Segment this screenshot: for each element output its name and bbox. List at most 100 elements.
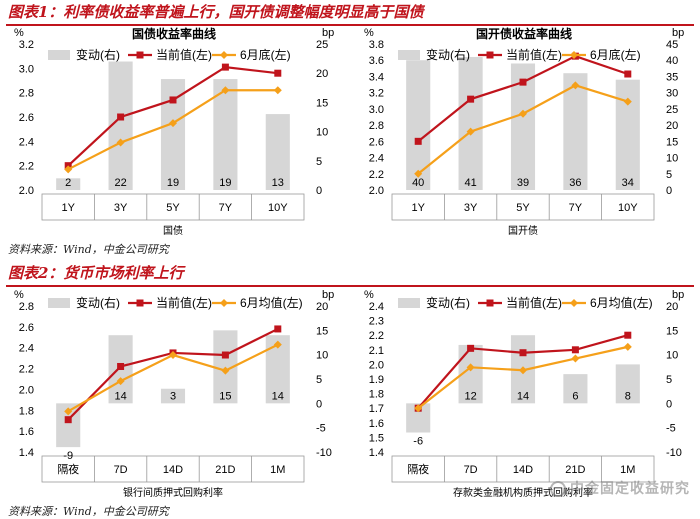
left-tick-label: 1.4 <box>369 447 384 459</box>
chart-title: 国开债收益率曲线 <box>476 26 572 41</box>
right-tick-label: 20 <box>666 120 678 132</box>
point-month-avg <box>64 407 73 416</box>
bar-change <box>615 79 640 190</box>
bar-change <box>213 79 238 190</box>
right-unit-label: bp <box>322 27 334 39</box>
point-month-avg <box>519 366 527 375</box>
right-tick-label: 20 <box>666 301 678 313</box>
left-unit-label: % <box>364 27 374 39</box>
bar-change <box>458 56 483 190</box>
right-tick-label: 45 <box>666 39 678 51</box>
legend-marker <box>486 51 494 59</box>
x-axis-label: 国债 <box>163 224 183 237</box>
category-label: 21D <box>215 464 235 476</box>
right-unit-label: bp <box>672 289 684 301</box>
right-tick-label: 5 <box>666 169 672 181</box>
chart-cdb: % bp 国开债收益率曲线 2.0 2.2 2.4 2.6 2.8 3.0 3.2 3.4 3.6 3.… <box>364 26 684 237</box>
left-tick-label: 1.4 <box>19 447 34 459</box>
legend-marker <box>136 51 144 59</box>
left-tick-label: 2.0 <box>19 185 34 197</box>
right-tick-label: 10 <box>666 350 678 362</box>
right-tick-label: 15 <box>666 325 678 337</box>
category-label: 3Y <box>464 202 478 214</box>
left-tick-label: 2.1 <box>369 345 384 357</box>
figure1-title-rule <box>6 24 694 26</box>
left-tick-label: 3.2 <box>369 88 384 100</box>
bar-data-label: 14 <box>517 390 529 402</box>
bar-data-label: 3 <box>170 390 176 402</box>
left-tick-label: 1.8 <box>369 389 384 401</box>
right-tick-label: 5 <box>666 374 672 386</box>
figure1-source: 资料来源：Wind，中金公司研究 <box>8 243 169 256</box>
left-tick-label: 1.6 <box>19 426 34 438</box>
right-unit-label: bp <box>672 27 684 39</box>
line-current <box>67 327 279 421</box>
watermark-text: 中金固定收益研究 <box>570 481 690 497</box>
left-tick-label: 3.6 <box>369 55 384 67</box>
legend-marker <box>570 299 578 307</box>
point-month-avg <box>623 342 632 351</box>
legend-label: 变动(右) <box>426 47 470 62</box>
right-tick-label: 0 <box>316 185 322 197</box>
left-unit-label: % <box>14 27 24 39</box>
category-table <box>41 193 305 221</box>
bar-data-label: 15 <box>219 390 231 402</box>
right-tick-label: 25 <box>666 104 678 116</box>
point-month-avg <box>169 119 177 128</box>
figure2-title-rule <box>6 285 694 287</box>
figure2-source: 资料来源：Wind，中金公司研究 <box>8 505 169 518</box>
point-month-avg <box>221 366 230 375</box>
category-table <box>391 193 655 221</box>
legend-marker <box>570 51 578 59</box>
bar-data-label: 2 <box>65 177 71 189</box>
point-month-avg <box>571 354 580 363</box>
bar-data-label: 34 <box>622 177 634 189</box>
right-tick-label: 40 <box>666 55 678 67</box>
point-month-avg <box>571 81 580 90</box>
right-tick-label: 0 <box>666 398 672 410</box>
right-tick-label: 5 <box>316 374 322 386</box>
legend-marker <box>220 51 228 59</box>
left-tick-label: 2.8 <box>19 88 34 100</box>
x-axis-label: 银行间质押式回购利率 <box>123 486 223 499</box>
right-tick-label: 15 <box>316 97 328 109</box>
right-tick-label: 25 <box>316 39 328 51</box>
figure1-title: 图表1：利率债收益率普遍上行，国开债调整幅度明显高于国债 <box>8 3 424 21</box>
point-current <box>519 78 527 86</box>
left-tick-label: 2.0 <box>369 185 384 197</box>
point-current <box>169 96 177 104</box>
bar-data-label: -6 <box>413 436 423 448</box>
right-tick-label: 0 <box>316 398 322 410</box>
bar-data-label: 36 <box>569 177 581 189</box>
bar-change <box>615 364 640 404</box>
category-label: 7Y <box>219 202 233 214</box>
chart-gov: % bp 国债收益率曲线 2.0 2.2 2.4 2.6 2.8 3.0 3.2 0 5 10 15 20 2… <box>14 26 334 237</box>
category-label: 7D <box>464 464 478 476</box>
right-tick-label: 10 <box>316 350 328 362</box>
legend-swatch-change <box>48 298 70 308</box>
bar-data-label: 6 <box>572 390 578 402</box>
bar-data-label: 39 <box>517 177 529 189</box>
point-current <box>624 70 632 78</box>
legend-label: 6月底(左) <box>240 47 291 62</box>
legend-label: 当前值(左) <box>506 295 562 310</box>
legend-marker <box>136 299 144 307</box>
left-tick-label: 3.0 <box>19 63 34 75</box>
legend-swatch-change <box>48 50 70 60</box>
watermark: 中金固定收益研究 <box>550 478 690 498</box>
left-tick-label: 2.4 <box>369 153 384 165</box>
bar-change <box>265 114 290 190</box>
left-unit-label: % <box>14 289 24 301</box>
bar-data-label: 14 <box>272 390 284 402</box>
legend-label: 6月均值(左) <box>590 295 653 310</box>
legend-label: 变动(右) <box>76 47 120 62</box>
legend-marker <box>220 299 228 307</box>
category-label: 10Y <box>268 202 288 214</box>
category-label: 1M <box>620 464 635 476</box>
bar-change <box>563 374 588 404</box>
point-month-avg <box>273 86 282 95</box>
right-tick-label: 0 <box>666 185 672 197</box>
right-tick-label: -10 <box>666 447 682 459</box>
legend-label: 变动(右) <box>426 295 470 310</box>
bar-data-label: -9 <box>63 450 73 462</box>
